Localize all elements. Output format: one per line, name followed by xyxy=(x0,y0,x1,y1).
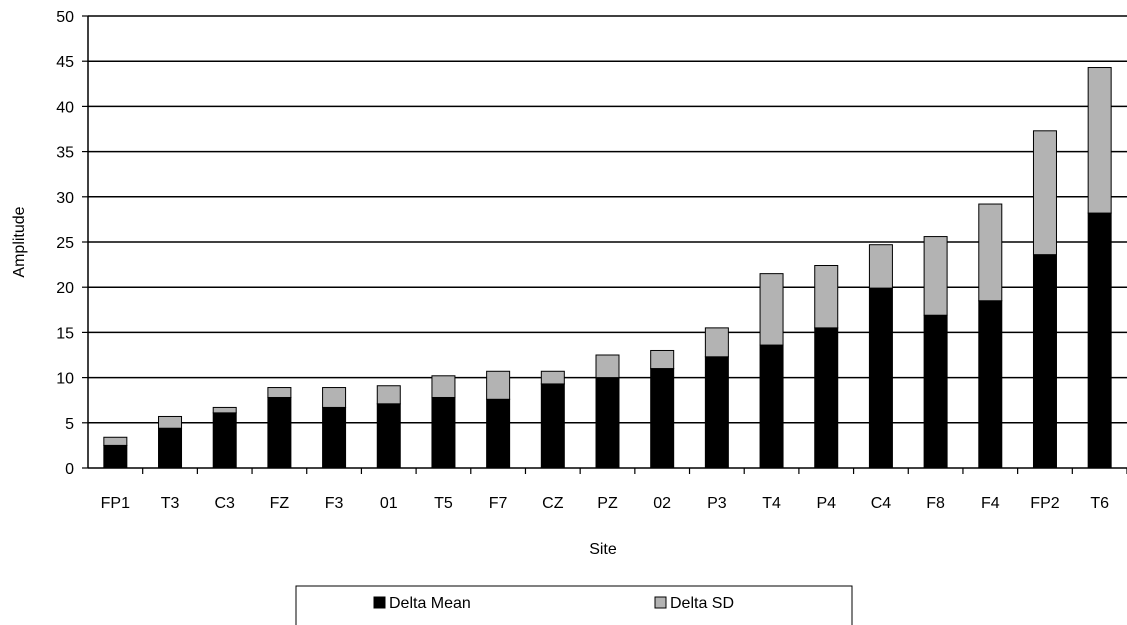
bar-segment-mean xyxy=(704,356,729,469)
bar-segment-mean xyxy=(103,444,128,469)
bar-segment-sd xyxy=(923,236,948,316)
bar-segment-sd xyxy=(322,387,347,408)
y-tick-labels: 0 5 10 15 20 25 30 35 40 45 50 xyxy=(56,9,74,478)
legend: Delta Mean Delta SD xyxy=(295,585,853,625)
x-tick-label: P3 xyxy=(707,495,727,512)
axes xyxy=(82,15,1127,474)
bars xyxy=(103,67,1112,469)
bar-segment-sd xyxy=(540,370,565,385)
bar-segment-mean xyxy=(1087,212,1112,469)
x-tick-label: F7 xyxy=(489,495,508,512)
y-axis-title: Amplitude xyxy=(11,206,28,277)
bar-segment-sd xyxy=(158,415,183,429)
bar-segment-mean xyxy=(212,412,237,469)
legend-label: Delta Mean xyxy=(389,595,471,612)
bar-segment-sd xyxy=(431,375,456,398)
bar-segment-mean xyxy=(759,344,784,469)
bar-segment-sd xyxy=(267,387,292,398)
x-tick-label: FP2 xyxy=(1030,495,1059,512)
bar-segment-mean xyxy=(923,314,948,469)
legend-swatch-mean xyxy=(373,596,386,609)
legend-swatch-sd xyxy=(654,596,667,609)
x-tick-labels: FP1 T3 C3 FZ F3 01 T5 F7 CZ PZ 02 P3 T4 P4 C4 F8 F4 FP2 T6 xyxy=(101,495,1109,512)
bar-segment-sd xyxy=(868,244,893,289)
x-tick-label: T5 xyxy=(434,495,453,512)
bar-segment-sd xyxy=(486,370,511,400)
bar-segment-sd xyxy=(1087,67,1112,214)
y-tick-label: 5 xyxy=(65,416,74,433)
bar-segment-mean xyxy=(267,396,292,469)
bar-segment-mean xyxy=(322,406,347,469)
x-tick-label: PZ xyxy=(597,495,618,512)
gridlines xyxy=(88,15,1127,424)
bar-segment-sd xyxy=(1032,130,1057,256)
bar-segment-mean xyxy=(431,396,456,469)
x-tick-label: T4 xyxy=(762,495,781,512)
bar-segment-mean xyxy=(595,377,620,469)
bar-segment-sd xyxy=(376,385,401,405)
y-tick-label: 15 xyxy=(56,325,74,342)
x-tick-label: FP1 xyxy=(101,495,130,512)
x-tick-label: T6 xyxy=(1090,495,1109,512)
y-tick-label: 30 xyxy=(56,190,74,207)
bar-segment-mean xyxy=(868,287,893,469)
bar-segment-sd xyxy=(759,273,784,346)
bar-segment-mean xyxy=(1032,254,1057,469)
x-tick-label: FZ xyxy=(270,495,290,512)
y-tick-label: 35 xyxy=(56,145,74,162)
y-tick-label: 0 xyxy=(65,461,74,478)
bar-segment-sd xyxy=(704,327,729,358)
legend-box xyxy=(295,585,853,625)
x-tick-label: 02 xyxy=(653,495,671,512)
y-tick-label: 25 xyxy=(56,235,74,252)
y-tick-label: 45 xyxy=(56,54,74,71)
x-tick-label: P4 xyxy=(816,495,836,512)
x-tick-label: C4 xyxy=(871,495,892,512)
bar-segment-mean xyxy=(650,368,675,469)
bar-segment-sd xyxy=(595,354,620,379)
y-tick-label: 50 xyxy=(56,9,74,26)
bar-segment-mean xyxy=(158,427,183,469)
x-axis-title: Site xyxy=(589,541,617,558)
y-tick-label: 40 xyxy=(56,99,74,116)
x-tick-label: C3 xyxy=(214,495,235,512)
bar-segment-mean xyxy=(814,327,839,469)
x-tick-label: T3 xyxy=(161,495,180,512)
y-tick-label: 10 xyxy=(56,371,74,388)
bar-segment-sd xyxy=(814,265,839,329)
bar-segment-sd xyxy=(650,349,675,370)
x-tick-label: 01 xyxy=(380,495,398,512)
bar-segment-sd xyxy=(978,203,1003,302)
bar-segment-sd xyxy=(212,406,237,414)
bar-segment-sd xyxy=(103,436,128,446)
y-tick-label: 20 xyxy=(56,280,74,297)
x-tick-label: F3 xyxy=(325,495,344,512)
x-tick-label: F4 xyxy=(981,495,1000,512)
legend-label: Delta SD xyxy=(670,595,734,612)
bar-segment-mean xyxy=(486,398,511,469)
bar-segment-mean xyxy=(978,300,1003,469)
bar-segment-mean xyxy=(376,403,401,469)
bar-segment-mean xyxy=(540,383,565,469)
x-tick-label: F8 xyxy=(926,495,945,512)
x-tick-label: CZ xyxy=(542,495,564,512)
